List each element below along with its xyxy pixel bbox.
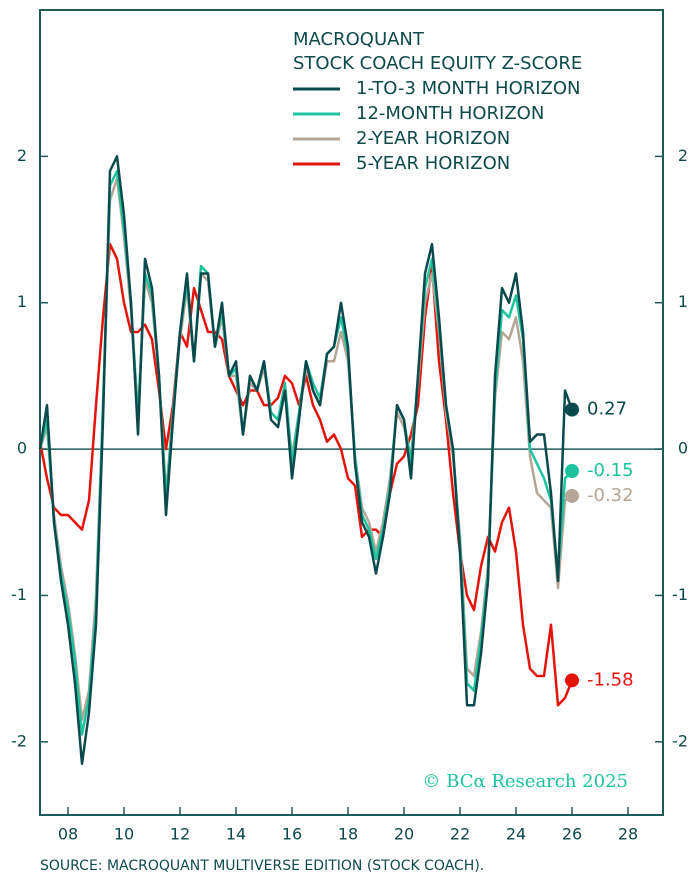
title-line: STOCK COACH EQUITY Z-SCORE: [293, 53, 582, 74]
end-label: -1.58: [587, 669, 634, 690]
x-tick-label: 10: [114, 825, 134, 844]
end-dot: [565, 488, 579, 503]
x-tick-label: 16: [282, 825, 302, 844]
end-dot: [565, 402, 579, 417]
watermark: © BCα Research 2025: [422, 771, 628, 792]
y-tick-label: 0: [17, 439, 27, 458]
x-tick-label: 24: [506, 825, 526, 844]
legend-label: 2-YEAR HORIZON: [356, 128, 510, 149]
y-tick-label: 2: [17, 146, 27, 165]
source: SOURCE: MACROQUANT MULTIVERSE EDITION (S…: [40, 858, 484, 874]
plot-frame: [39, 9, 664, 816]
y2-tick-label: 1: [678, 292, 688, 311]
y-tick-label: -1: [11, 585, 27, 604]
legend-label: 5-YEAR HORIZON: [356, 153, 510, 174]
x-tick-label: 26: [562, 825, 582, 844]
x-tick-label: 20: [394, 825, 414, 844]
end-label: -0.32: [587, 485, 634, 506]
x-tick-label: 28: [618, 825, 638, 844]
y2-tick-label: -1: [672, 585, 688, 604]
x-tick-label: 08: [58, 825, 78, 844]
end-label: -0.15: [587, 460, 634, 481]
x-tick-label: 12: [170, 825, 190, 844]
series-line: [38, 155, 574, 766]
y-tick-label: 1: [17, 292, 27, 311]
y2-tick-label: 2: [678, 146, 688, 165]
y2-tick-label: -2: [672, 731, 688, 750]
y-tick-label: -2: [11, 731, 27, 750]
x-tick-label: 18: [338, 825, 358, 844]
end-label: 0.27: [587, 399, 627, 420]
legend-label: 1-TO-3 MONTH HORIZON: [356, 78, 581, 99]
end-dot: [565, 673, 579, 688]
title-line: MACROQUANT: [293, 29, 425, 50]
legend-label: 12-MONTH HORIZON: [356, 103, 544, 124]
x-tick-label: 14: [226, 825, 246, 844]
end-dot: [565, 464, 579, 479]
x-tick-label: 22: [450, 825, 470, 844]
y2-tick-label: 0: [678, 439, 688, 458]
